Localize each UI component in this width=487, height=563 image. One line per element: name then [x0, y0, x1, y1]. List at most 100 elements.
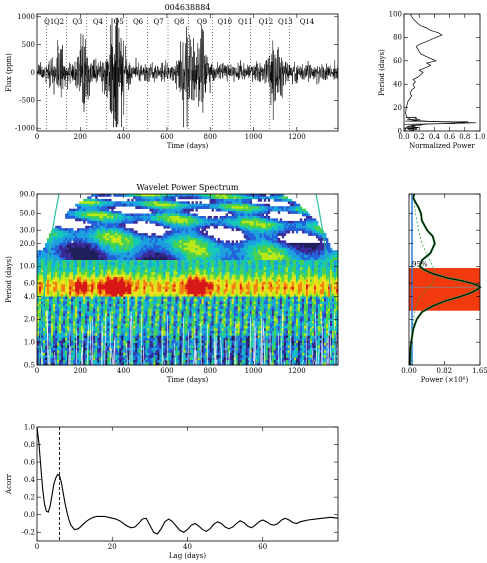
- wavelet-cell: [321, 281, 325, 285]
- wavelet-cell: [57, 247, 60, 251]
- wavelet-cell: [137, 201, 140, 205]
- wavelet-cell: [171, 198, 174, 202]
- wavelet-cell: [57, 264, 60, 268]
- wavelet-cell: [237, 267, 241, 271]
- wavelet-cell: [285, 230, 289, 234]
- wavelet-cell: [267, 257, 271, 261]
- wavelet-cell: [163, 255, 166, 258]
- wavelet-cell: [177, 194, 180, 197]
- wavelet-cell: [85, 198, 88, 202]
- wavelet-cell: [167, 274, 170, 278]
- wavelet-cell: [117, 233, 120, 236]
- wavelet-cell: [103, 260, 106, 263]
- wavelet-cell: [67, 242, 70, 246]
- wavelet-cell: [103, 238, 106, 241]
- wavelet-cell: [175, 228, 178, 231]
- wavelet-cell: [209, 198, 212, 202]
- wavelet-cell: [273, 281, 277, 285]
- wavelet-cell: [149, 247, 152, 251]
- wavelet-cell: [133, 238, 136, 241]
- pg-xtick-label: 0.0: [398, 133, 409, 141]
- wavelet-cell: [65, 286, 68, 290]
- wavelet-cell: [161, 247, 164, 251]
- wavelet-cell: [211, 198, 214, 202]
- wavelet-cell: [303, 267, 307, 271]
- wavelet-cell: [167, 242, 170, 246]
- wavelet-cell: [131, 238, 134, 241]
- wavelet-cell: [195, 238, 198, 241]
- wavelet-cell: [257, 216, 261, 219]
- wavelet-cell: [41, 284, 44, 288]
- wavelet-cell: [107, 247, 110, 251]
- wavelet-cell: [99, 255, 102, 258]
- wavelet-cell: [119, 286, 122, 290]
- wavelet-cell: [169, 281, 172, 285]
- wavelet-cell: [55, 250, 58, 253]
- wavelet-cell: [127, 230, 130, 234]
- wavelet-cell: [57, 228, 60, 231]
- wavelet-cell: [253, 208, 257, 212]
- wavelet-cell: [213, 250, 216, 253]
- wavelet-cell: [59, 225, 62, 229]
- wavelet-cell: [251, 260, 255, 263]
- wavelet-cell: [199, 206, 202, 209]
- wavelet-cell: [55, 277, 58, 280]
- wavelet-cell: [157, 274, 160, 278]
- wavelet-cell: [123, 252, 126, 256]
- wavelet-cell: [209, 257, 212, 261]
- wavelet-cell: [309, 220, 313, 224]
- wavelet-cell: [255, 203, 259, 207]
- wavelet-cell: [179, 272, 182, 275]
- wavelet-cell: [332, 272, 335, 275]
- wavelet-cell: [239, 208, 243, 212]
- wavelet-cell: [129, 245, 132, 249]
- wavelet-cell: [119, 257, 122, 261]
- wavelet-cell: [93, 289, 96, 293]
- wavelet-cell: [255, 286, 259, 290]
- wavelet-cell: [51, 269, 54, 273]
- wavelet-cell: [131, 240, 134, 244]
- wavelet-cell: [289, 201, 293, 205]
- wavelet-cell: [251, 233, 255, 236]
- wavelet-cell: [153, 201, 156, 205]
- wavelet-cell: [263, 262, 267, 266]
- wavelet-cell: [51, 281, 54, 285]
- wavelet-cell: [119, 252, 122, 256]
- wavelet-cell: [37, 267, 40, 271]
- wavelet-cell: [167, 211, 170, 214]
- wavelet-cell: [127, 272, 130, 275]
- wavelet-cell: [229, 279, 232, 283]
- wavelet-cell: [153, 238, 156, 241]
- wavelet-cell: [53, 245, 56, 249]
- wavelet-cell: [303, 262, 307, 266]
- wavelet-cell: [243, 252, 247, 256]
- wavelet-cell: [79, 218, 82, 222]
- wavelet-cell: [129, 286, 132, 290]
- wavelet-cell: [65, 257, 68, 261]
- wavelet-cell: [97, 252, 100, 256]
- wavelet-cell: [211, 281, 214, 285]
- wavelet-cell: [279, 277, 283, 280]
- wavelet-cell: [103, 272, 106, 275]
- wavelet-cell: [77, 233, 80, 236]
- wavelet-cell: [159, 262, 162, 266]
- wavelet-cell: [217, 264, 220, 268]
- wavelet-cell: [81, 286, 84, 290]
- wavelet-cell: [209, 284, 212, 288]
- wavelet-cell: [243, 203, 247, 207]
- wavelet-cell: [271, 245, 275, 249]
- wavelet-cell: [55, 264, 58, 268]
- wavelet-cell: [175, 247, 178, 251]
- wavelet-cell: [303, 260, 307, 263]
- wavelet-cell: [183, 289, 186, 293]
- wavelet-cell: [179, 277, 182, 280]
- wavelet-cell: [265, 235, 269, 239]
- wavelet-cell: [173, 277, 176, 280]
- wavelet-cell: [81, 240, 84, 244]
- wavelet-cell: [171, 255, 174, 258]
- wavelet-cell: [281, 274, 285, 278]
- wavelet-cell: [289, 272, 293, 275]
- wavelet-cell: [211, 220, 214, 224]
- wavelet-cell: [263, 257, 267, 261]
- wavelet-cell: [281, 269, 285, 273]
